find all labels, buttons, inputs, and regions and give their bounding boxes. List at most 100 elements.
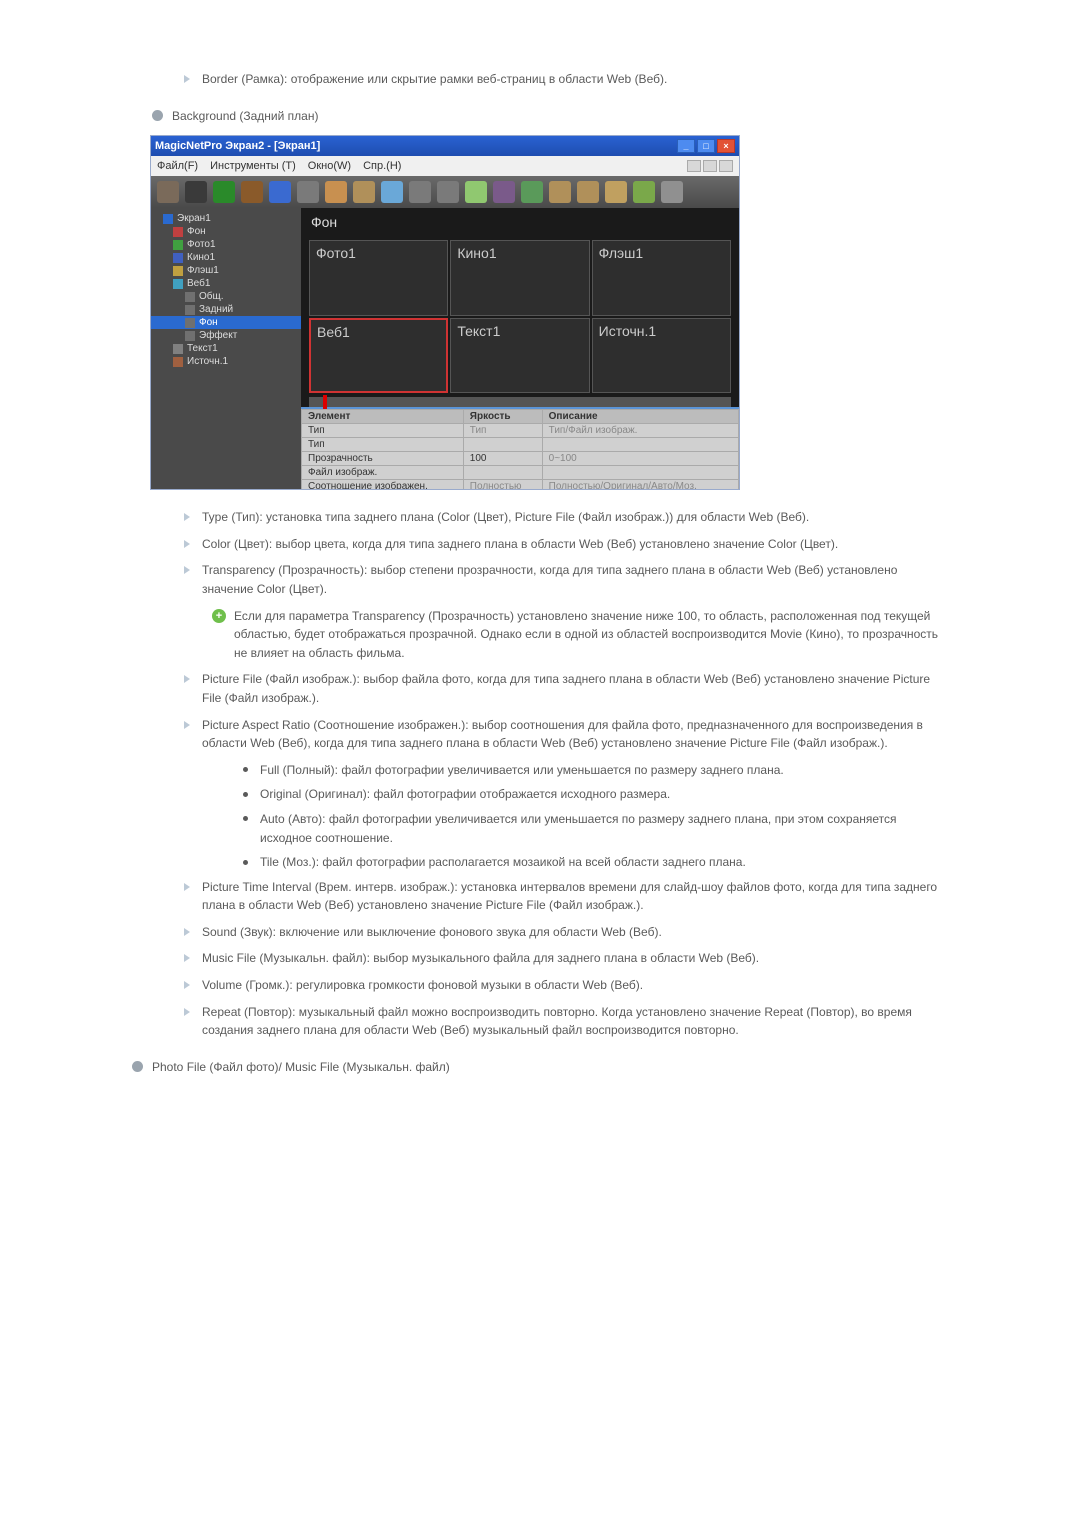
canvas-cell[interactable]: Веб1 — [309, 318, 448, 394]
toolbar-icon-4[interactable] — [269, 181, 291, 203]
tree-item-label: Флэш1 — [187, 265, 219, 276]
prop-cell: Тип — [302, 424, 464, 438]
tree-item-icon — [185, 305, 195, 315]
disc-icon — [150, 109, 164, 123]
musicfile-text: Music File (Музыкальн. файл): выбор музы… — [202, 949, 759, 968]
repeat-item: Repeat (Повтор): музыкальный файл можно … — [130, 1003, 950, 1040]
tree-item-label: Фон — [187, 226, 206, 237]
menu-screen[interactable]: Окно(W) — [308, 160, 351, 172]
canvas-cell[interactable]: Текст1 — [450, 318, 589, 394]
mdi-min-button[interactable] — [687, 160, 701, 172]
tree-item[interactable]: Задний — [151, 303, 301, 316]
canvas-cell[interactable]: Источн.1 — [592, 318, 731, 394]
original-text: Original (Оригинал): файл фотографии ото… — [260, 785, 670, 804]
tree-item-icon — [185, 318, 195, 328]
tree-item-icon — [173, 240, 183, 250]
picturefile-text: Picture File (Файл изображ.): выбор файл… — [202, 670, 950, 707]
toolbar-icon-10[interactable] — [437, 181, 459, 203]
toolbar-icon-1[interactable] — [185, 181, 207, 203]
tree-item-label: Общ. — [199, 291, 224, 302]
toolbar-icon-0[interactable] — [157, 181, 179, 203]
mdi-restore-button[interactable] — [703, 160, 717, 172]
transparency-text: Transparency (Прозрачность): выбор степе… — [202, 561, 950, 598]
tree-item-label: Фото1 — [187, 239, 216, 250]
toolbar-icon-14[interactable] — [549, 181, 571, 203]
tree-item-label: Задний — [199, 304, 233, 315]
tree-item[interactable]: Кино1 — [151, 251, 301, 264]
tree-item[interactable]: Фото1 — [151, 238, 301, 251]
tree-item[interactable]: Источн.1 — [151, 355, 301, 368]
auto-item: Auto (Авто): файл фотографии увеличивает… — [130, 810, 950, 847]
minimize-button[interactable]: _ — [677, 139, 695, 153]
tree-item-icon — [185, 292, 195, 302]
prop-cell: Соотношение изображен. — [302, 480, 464, 490]
canvas-cell[interactable]: Флэш1 — [592, 240, 731, 316]
prop-cell — [542, 438, 738, 452]
tree-item[interactable]: Общ. — [151, 290, 301, 303]
toolbar-icon-11[interactable] — [465, 181, 487, 203]
properties-table: ЭлементЯркостьОписание ТипТипТип/Файл из… — [301, 409, 739, 489]
canvas-cell[interactable]: Кино1 — [450, 240, 589, 316]
toolbar-icon-6[interactable] — [325, 181, 347, 203]
toolbar-icon-8[interactable] — [381, 181, 403, 203]
toolbar-icon-15[interactable] — [577, 181, 599, 203]
tree-item[interactable]: Веб1 — [151, 277, 301, 290]
close-button[interactable]: × — [717, 139, 735, 153]
chevron-icon — [180, 537, 194, 551]
chevron-icon — [180, 563, 194, 577]
prop-cell: 100 — [463, 452, 542, 466]
chevron-icon — [180, 510, 194, 524]
sound-item: Sound (Звук): включение или выключение ф… — [130, 923, 950, 942]
tree-root[interactable]: Экран1 — [151, 212, 301, 225]
tree-item[interactable]: Флэш1 — [151, 264, 301, 277]
type-text: Type (Тип): установка типа заднего плана… — [202, 508, 809, 527]
tree-item[interactable]: Фон — [151, 316, 301, 329]
border-item: Border (Рамка): отображение или скрытие … — [130, 70, 950, 89]
full-item: Full (Полный): файл фотографии увеличива… — [130, 761, 950, 780]
timeline-ruler[interactable] — [309, 397, 731, 407]
toolbar-icon-18[interactable] — [661, 181, 683, 203]
tree-item[interactable]: Эффект — [151, 329, 301, 342]
picturetime-text: Picture Time Interval (Врем. интерв. изо… — [202, 878, 950, 915]
menu-help[interactable]: Спр.(H) — [363, 160, 401, 172]
pictureaspect-item: Picture Aspect Ratio (Соотношение изобра… — [130, 716, 950, 753]
volume-item: Volume (Громк.): регулировка громкости ф… — [130, 976, 950, 995]
background-heading: Background (Задний план) — [172, 107, 318, 126]
chevron-icon — [180, 978, 194, 992]
background-section: Background (Задний план) — [130, 107, 950, 126]
full-text: Full (Полный): файл фотографии увеличива… — [260, 761, 784, 780]
toolbar-icon-17[interactable] — [633, 181, 655, 203]
prop-cell — [463, 438, 542, 452]
toolbar-icon-12[interactable] — [493, 181, 515, 203]
tree-item[interactable]: Фон — [151, 225, 301, 238]
tree-item-icon — [185, 331, 195, 341]
menu-file[interactable]: Файл(F) — [157, 160, 198, 172]
toolbar-icon-16[interactable] — [605, 181, 627, 203]
toolbar-icon-13[interactable] — [521, 181, 543, 203]
chevron-icon — [180, 925, 194, 939]
toolbar-icon-2[interactable] — [213, 181, 235, 203]
tree-item-icon — [173, 357, 183, 367]
prop-h1: Элемент — [302, 410, 464, 424]
prop-cell: Тип — [302, 438, 464, 452]
prop-cell: Тип/Файл изображ. — [542, 424, 738, 438]
tree-item[interactable]: Текст1 — [151, 342, 301, 355]
maximize-button[interactable]: □ — [697, 139, 715, 153]
sound-text: Sound (Звук): включение или выключение ф… — [202, 923, 662, 942]
mdi-close-button[interactable] — [719, 160, 733, 172]
toolbar-icon-3[interactable] — [241, 181, 263, 203]
canvas-cell[interactable]: Фото1 — [309, 240, 448, 316]
type-item: Type (Тип): установка типа заднего плана… — [130, 508, 950, 527]
color-text: Color (Цвет): выбор цвета, когда для тип… — [202, 535, 838, 554]
toolbar-icon-5[interactable] — [297, 181, 319, 203]
toolbar-icon-7[interactable] — [353, 181, 375, 203]
border-text: Border (Рамка): отображение или скрытие … — [202, 70, 667, 89]
tree-item-label: Кино1 — [187, 252, 215, 263]
transparency-note: + Если для параметра Transparency (Прозр… — [130, 607, 950, 663]
canvas-area: Фон Фото1Кино1Флэш1Веб1Текст1Источн.1 Эл… — [301, 208, 739, 489]
disc-icon — [130, 1060, 144, 1074]
menu-tools[interactable]: Инструменты (T) — [210, 160, 296, 172]
tree-root-icon — [163, 214, 173, 224]
titlebar: MagicNetPro Экран2 - [Экран1] _ □ × — [151, 136, 739, 156]
toolbar-icon-9[interactable] — [409, 181, 431, 203]
